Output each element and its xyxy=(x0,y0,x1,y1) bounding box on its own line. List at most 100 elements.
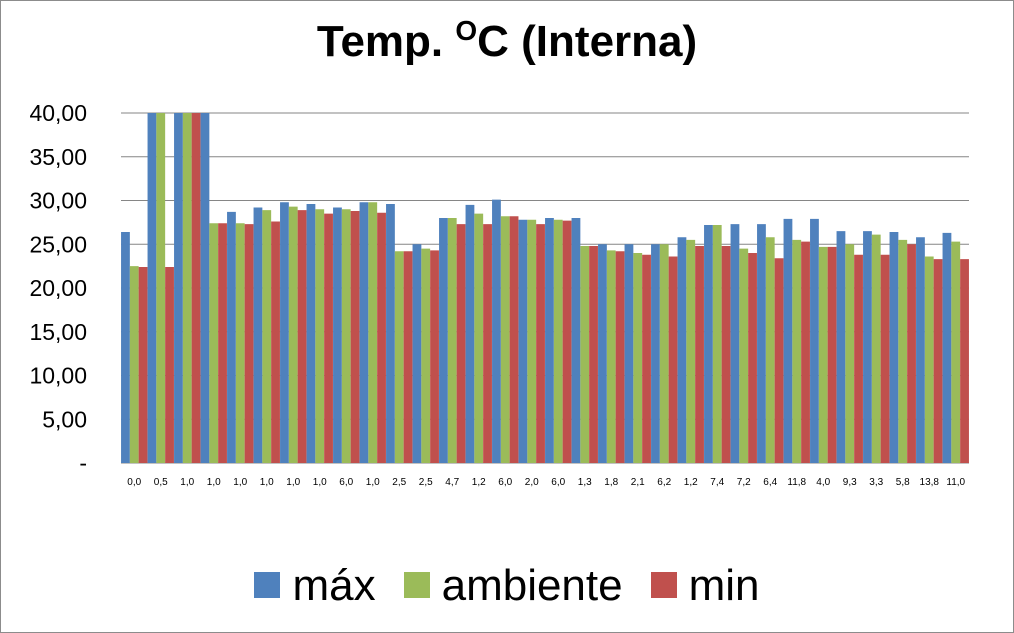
bar-ambiente-31 xyxy=(951,241,961,463)
legend-item-ambiente: ambiente xyxy=(403,561,623,611)
legend: máx ambiente min xyxy=(1,561,1013,611)
x-tick-label: 4,7 xyxy=(445,477,459,488)
bar-ambiente-0 xyxy=(129,266,139,464)
legend-swatch xyxy=(403,572,430,598)
bar-ambiente-16 xyxy=(553,219,563,463)
bar-máx-19 xyxy=(624,244,634,463)
bar-máx-27 xyxy=(836,231,846,464)
bar-min-2 xyxy=(191,113,201,463)
legend-label: min xyxy=(688,561,760,610)
bar-ambiente-11 xyxy=(421,248,431,463)
x-tick-label: 5,8 xyxy=(896,477,910,488)
bar-máx-31 xyxy=(942,232,952,464)
bar-máx-15 xyxy=(518,219,528,463)
y-axis-ticks: - 5,00 10,00 15,00 20,00 25,00 30,00 35,00 40,00 xyxy=(29,100,87,476)
bar-min-28 xyxy=(880,254,890,463)
bar-ambiente-20 xyxy=(659,244,669,463)
x-tick-label: 1,0 xyxy=(260,477,274,488)
legend-item-máx: máx xyxy=(254,561,376,611)
bars xyxy=(121,113,969,464)
bar-ambiente-30 xyxy=(924,256,934,463)
bar-ambiente-24 xyxy=(765,237,775,463)
y-tick-label: 15,00 xyxy=(29,319,87,345)
y-tick-label: 35,00 xyxy=(29,144,87,170)
bar-máx-14 xyxy=(492,199,501,464)
legend-item-min: min xyxy=(650,561,760,611)
bar-máx-8 xyxy=(333,207,342,463)
bar-ambiente-27 xyxy=(845,244,855,463)
bar-máx-10 xyxy=(386,204,395,463)
x-tick-label: 1,0 xyxy=(180,477,194,488)
bar-min-22 xyxy=(721,246,731,463)
x-tick-label: 6,4 xyxy=(763,477,777,488)
x-tick-label: 2,0 xyxy=(525,477,539,488)
x-tick-label: 13,8 xyxy=(920,477,940,488)
x-tick-label: 3,3 xyxy=(869,477,883,488)
bar-min-16 xyxy=(562,220,572,464)
bar-ambiente-18 xyxy=(606,250,616,464)
bar-máx-23 xyxy=(730,224,740,464)
bar-máx-13 xyxy=(465,204,475,464)
bar-ambiente-6 xyxy=(288,206,298,464)
x-tick-label: 6,0 xyxy=(339,477,353,488)
y-tick-label: 40,00 xyxy=(29,100,87,126)
bar-máx-11 xyxy=(412,244,422,463)
bar-min-18 xyxy=(615,251,625,463)
x-tick-label: 6,2 xyxy=(657,477,671,488)
bar-ambiente-8 xyxy=(341,209,351,463)
x-tick-label: 6,0 xyxy=(498,477,512,488)
bar-min-4 xyxy=(244,224,254,464)
bar-min-13 xyxy=(483,224,492,464)
bar-min-14 xyxy=(509,216,519,463)
bar-ambiente-2 xyxy=(182,113,192,463)
bar-ambiente-12 xyxy=(447,218,457,463)
bar-máx-16 xyxy=(545,218,554,463)
bar-min-0 xyxy=(138,267,148,463)
chart-title-suffix: C (Interna) xyxy=(477,17,698,66)
x-tick-label: 1,0 xyxy=(366,477,380,488)
legend-label: máx xyxy=(292,561,376,610)
x-tick-label: 1,2 xyxy=(472,477,486,488)
y-tick-label: 20,00 xyxy=(29,275,87,301)
bar-ambiente-7 xyxy=(315,209,325,463)
bar-ambiente-17 xyxy=(580,246,590,463)
bar-ambiente-4 xyxy=(235,223,245,463)
y-tick-label: 30,00 xyxy=(29,188,87,214)
bar-máx-17 xyxy=(571,218,581,463)
bar-ambiente-5 xyxy=(262,210,272,463)
chart-title-degree: O xyxy=(455,15,478,46)
x-tick-label: 1,0 xyxy=(286,477,300,488)
bar-min-12 xyxy=(456,224,466,464)
chart-title: Temp. OC (Interna) xyxy=(1,15,1013,67)
bar-máx-21 xyxy=(677,237,687,463)
bar-máx-18 xyxy=(598,244,607,463)
bar-min-31 xyxy=(960,259,969,464)
bar-min-3 xyxy=(218,223,227,463)
bar-ambiente-21 xyxy=(686,239,696,463)
bar-máx-26 xyxy=(810,218,819,464)
bar-máx-2 xyxy=(174,113,183,463)
bar-min-10 xyxy=(403,251,413,463)
x-tick-label: 11,8 xyxy=(787,477,806,488)
bar-máx-20 xyxy=(651,244,660,463)
bar-min-6 xyxy=(297,210,307,463)
legend-swatch xyxy=(254,572,281,598)
bar-ambiente-28 xyxy=(871,234,881,463)
bar-min-21 xyxy=(695,246,704,463)
x-tick-label: 1,0 xyxy=(207,477,221,488)
bar-máx-7 xyxy=(306,204,316,463)
x-tick-label: 4,0 xyxy=(816,477,830,488)
x-tick-label: 1,8 xyxy=(604,477,618,488)
bar-ambiente-15 xyxy=(527,219,537,463)
bar-ambiente-14 xyxy=(500,216,510,463)
x-tick-label: 0,5 xyxy=(154,477,168,488)
bar-máx-4 xyxy=(227,211,236,464)
x-tick-label: 1,2 xyxy=(684,477,698,488)
bar-máx-0 xyxy=(121,232,130,463)
y-tick-label: - xyxy=(79,450,87,476)
y-tick-label: 10,00 xyxy=(29,363,87,389)
bar-min-27 xyxy=(854,254,863,463)
x-axis-ticks: 0,0 0,5 1,0 1,0 1,0 1,0 1,0 1,0 6,0 1,0 2,5 2,5 4,7 1… xyxy=(127,477,965,488)
y-tick-label: 25,00 xyxy=(29,231,87,257)
